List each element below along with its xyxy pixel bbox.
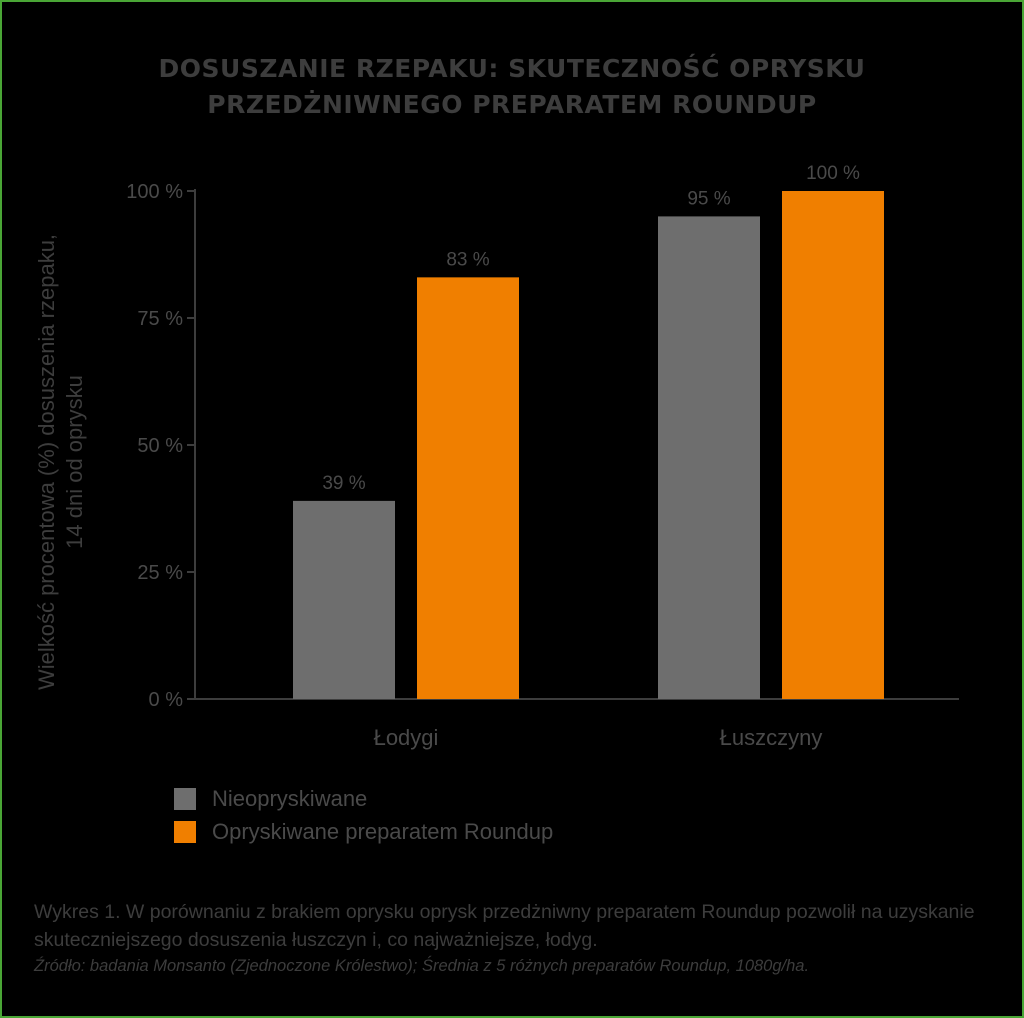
y-tick-label: 25 % (137, 562, 183, 584)
figure-caption: Wykres 1. W porównaniu z brakiem oprysku… (34, 898, 994, 978)
legend-label-unsprayed: Nieopryskiwane (212, 786, 368, 811)
x-category-label: Łuszczyny (720, 725, 823, 750)
legend-label-sprayed: Opryskiwane preparatem Roundup (212, 819, 554, 844)
data-label: 100 % (806, 163, 860, 184)
y-axis-title-line-1: Wielkość procentowa (%) dosuszenia rzepa… (34, 234, 59, 690)
legend-swatch-sprayed (174, 821, 196, 843)
data-label: 83 % (446, 249, 489, 270)
caption-text: Wykres 1. W porównaniu z brakiem oprysku… (34, 901, 975, 951)
legend-swatch-unsprayed (174, 788, 196, 810)
y-axis-title-line-2: 14 dni od oprysku (62, 375, 87, 549)
bar-sprayed-pods (782, 191, 884, 699)
bar-unsprayed-stems (293, 500, 395, 699)
y-tick-label: 100 % (126, 181, 183, 203)
data-label: 95 % (687, 188, 730, 209)
data-label: 39 % (322, 473, 365, 494)
bar-unsprayed-pods (658, 216, 760, 699)
caption-source: Źródło: badania Monsanto (Zjednoczone Kr… (34, 957, 810, 975)
bar-sprayed-stems (417, 277, 519, 699)
y-tick-label: 50 % (137, 435, 183, 457)
y-tick-label: 75 % (137, 308, 183, 330)
bar-chart: 0 % 25 % 50 % 75 % 100 % Wielkość procentowa … (34, 163, 959, 750)
chart-title-line-2: PRZEDŻNIWNEGO PREPARATEM ROUNDUP (207, 90, 817, 119)
x-category-label: Łodygi (374, 725, 439, 750)
chart-title-line-1: DOSUSZANIE RZEPAKU: SKUTECZNOŚĆ OPRYSKU (158, 54, 866, 83)
y-tick-label: 0 % (149, 689, 184, 711)
